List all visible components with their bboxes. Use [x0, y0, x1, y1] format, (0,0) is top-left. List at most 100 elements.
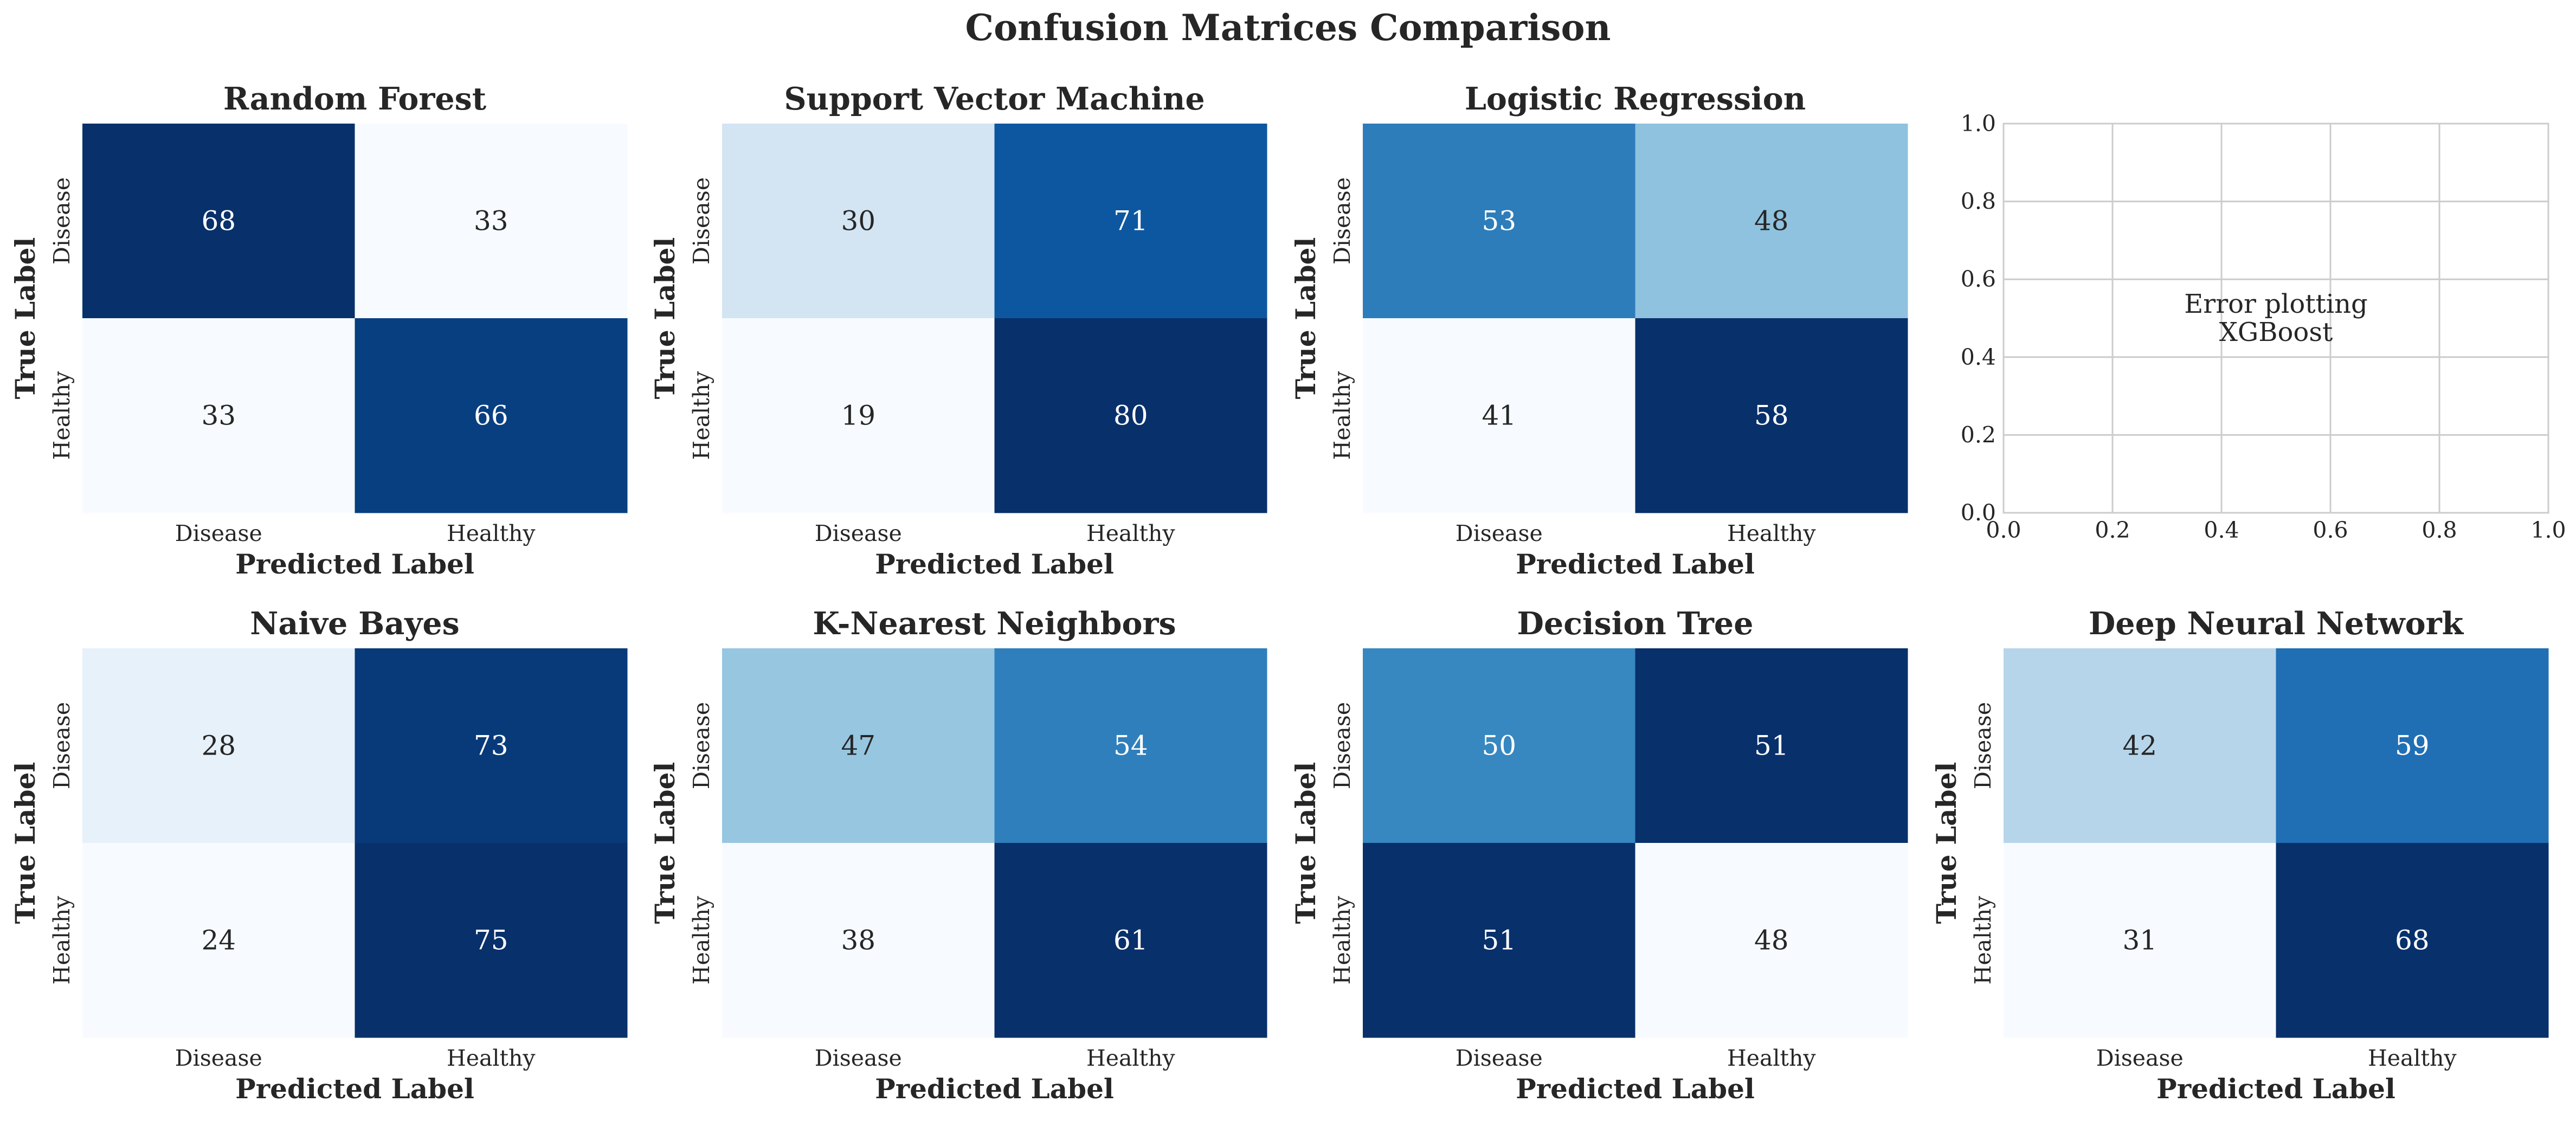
heatmap-cell-healthy-disease	[1363, 843, 1635, 1038]
heatmap-svg: K-Nearest Neighbors 47 54 38 61 Disease Health…	[649, 605, 1267, 1105]
chart-title: Naive Bayes	[250, 605, 460, 642]
chart-title: Support Vector Machine	[784, 81, 1205, 117]
axes-frame	[2002, 123, 2549, 514]
heatmap-cell-healthy-healthy	[1635, 318, 1908, 513]
panel-xgboost-error: 0.0 0.2 0.4 0.6 0.8 1.0 0.0 0.2 0.4 0.6 0.8 1.0 Erro…	[1921, 76, 2566, 596]
x-tick-label: Healthy	[1086, 1045, 1175, 1071]
y-tick-label: Healthy	[1329, 371, 1355, 460]
cell-value-label: 33	[201, 400, 236, 431]
x-tick-label: 1.0	[2530, 517, 2566, 543]
heatmap-cell-disease-disease	[82, 648, 355, 843]
heatmap-cell-healthy-disease	[1363, 318, 1635, 513]
cell-value-label: 28	[201, 730, 236, 762]
cell-value-label: 30	[841, 205, 875, 237]
cell-value-label: 61	[1113, 925, 1148, 956]
cell-value-label: 80	[1113, 400, 1148, 431]
heatmap-cell-healthy-healthy	[355, 318, 628, 513]
cell-value-label: 68	[2395, 925, 2430, 956]
x-tick-label: Healthy	[2368, 1045, 2457, 1071]
heatmap-svg: Naive Bayes 28 73 24 75 Disease Healthy Disease…	[9, 605, 628, 1105]
heatmap-svg: Logistic Regression 53 48 41 58 Disease Health…	[1290, 81, 1908, 580]
y-tick-label: 0.6	[1961, 266, 1996, 292]
y-tick-label: Healthy	[1329, 895, 1355, 984]
empty-axes-svg: 0.0 0.2 0.4 0.6 0.8 1.0 0.0 0.2 0.4 0.6 0.8 1.0 Erro…	[1961, 111, 2566, 543]
heatmap-cell-healthy-healthy	[994, 318, 1267, 513]
x-tick-label: 0.6	[2313, 517, 2348, 543]
cell-value-label: 31	[2122, 925, 2157, 956]
heatmap-cell-disease-disease	[82, 124, 355, 319]
x-tick-label: Disease	[2096, 1045, 2184, 1071]
cell-value-label: 42	[2122, 730, 2157, 762]
cell-value-label: 71	[1113, 205, 1148, 237]
heatmap-cell-disease-disease	[1363, 124, 1635, 319]
y-tick-label: Disease	[49, 702, 75, 789]
heatmap-cell-disease-disease	[2004, 648, 2276, 843]
y-tick-label: Disease	[1970, 702, 1996, 789]
x-tick-label: Healthy	[447, 1045, 536, 1071]
y-axis-label: True Label	[9, 762, 41, 924]
heatmap-cell-healthy-healthy	[994, 843, 1267, 1038]
cell-value-label: 41	[1482, 400, 1516, 431]
x-tick-label: Disease	[1456, 1045, 1543, 1071]
y-tick-label: 1.0	[1961, 111, 1996, 137]
y-axis-label: True Label	[1290, 762, 1322, 924]
y-tick-label: 0.4	[1961, 344, 1996, 370]
cell-value-label: 33	[474, 205, 508, 237]
panel-support-vector-machine: Support Vector Machine 30 71 19 80 Disease Hea…	[640, 76, 1274, 596]
x-axis-label: Predicted Label	[1516, 1073, 1755, 1105]
y-tick-label: Healthy	[49, 895, 75, 984]
cell-value-label: 51	[1754, 730, 1789, 762]
y-tick-label: Healthy	[688, 895, 714, 984]
y-axis-label: True Label	[1290, 237, 1322, 400]
y-axis-label: True Label	[1930, 762, 1962, 924]
cell-value-label: 19	[841, 400, 875, 431]
y-tick-label: Healthy	[1970, 895, 1996, 984]
x-axis-label: Predicted Label	[875, 548, 1114, 580]
cell-value-label: 54	[1113, 730, 1148, 762]
heatmap-cell-healthy-disease	[82, 843, 355, 1038]
cell-value-label: 47	[841, 730, 875, 762]
cell-value-label: 50	[1482, 730, 1516, 762]
x-tick-label: Healthy	[1086, 520, 1175, 546]
cell-value-label: 48	[1754, 925, 1789, 956]
chart-title: Deep Neural Network	[2089, 605, 2464, 642]
y-axis-label: True Label	[649, 237, 681, 400]
x-tick-label: 0.0	[1986, 517, 2021, 543]
error-annotation: Error plotting XGBoost	[2184, 289, 2368, 347]
cell-value-label: 38	[841, 925, 875, 956]
heatmap-cell-disease-healthy	[355, 648, 628, 843]
x-tick-label: Healthy	[447, 520, 536, 546]
heatmap-cell-disease-healthy	[1635, 648, 1908, 843]
x-tick-label: Healthy	[1727, 520, 1816, 546]
heatmap-svg: Deep Neural Network 42 59 31 68 Disease Health…	[1930, 605, 2549, 1105]
heatmap-cell-disease-healthy	[2276, 648, 2549, 843]
cell-value-label: 66	[474, 400, 508, 431]
x-axis-label: Predicted Label	[875, 1073, 1114, 1105]
cell-value-label: 51	[1482, 925, 1516, 956]
panel-logistic-regression: Logistic Regression 53 48 41 58 Disease Health…	[1280, 76, 1915, 596]
heatmap-cell-disease-disease	[722, 648, 995, 843]
heatmap-cell-disease-healthy	[994, 124, 1267, 319]
y-tick-label: 0.0	[1961, 500, 1996, 526]
x-tick-label: Disease	[815, 520, 902, 546]
y-tick-label: Disease	[688, 177, 714, 265]
cell-value-label: 48	[1754, 205, 1789, 237]
cell-value-label: 58	[1754, 400, 1789, 431]
figure-title: Confusion Matrices Comparison	[965, 7, 1611, 49]
x-tick-label: Disease	[175, 520, 262, 546]
panel-k-nearest-neighbors: K-Nearest Neighbors 47 54 38 61 Disease Health…	[640, 601, 1274, 1121]
panel-naive-bayes: Naive Bayes 28 73 24 75 Disease Healthy Disease…	[0, 601, 634, 1121]
chart-title: Logistic Regression	[1465, 81, 1806, 117]
cell-value-label: 59	[2395, 730, 2430, 762]
x-tick-label: 0.8	[2422, 517, 2457, 543]
chart-title: Random Forest	[223, 81, 487, 117]
heatmap-cell-healthy-disease	[722, 843, 995, 1038]
y-tick-label: Disease	[49, 177, 75, 265]
y-tick-label: Disease	[688, 702, 714, 789]
heatmap-cell-healthy-disease	[82, 318, 355, 513]
x-tick-label: Disease	[175, 1045, 262, 1071]
y-axis-label: True Label	[649, 762, 681, 924]
heatmap-svg: Random Forest 68 33 33 66 Disease Healthy Disea…	[9, 81, 628, 580]
x-tick-label: Healthy	[1727, 1045, 1816, 1071]
cell-value-label: 73	[474, 730, 508, 762]
